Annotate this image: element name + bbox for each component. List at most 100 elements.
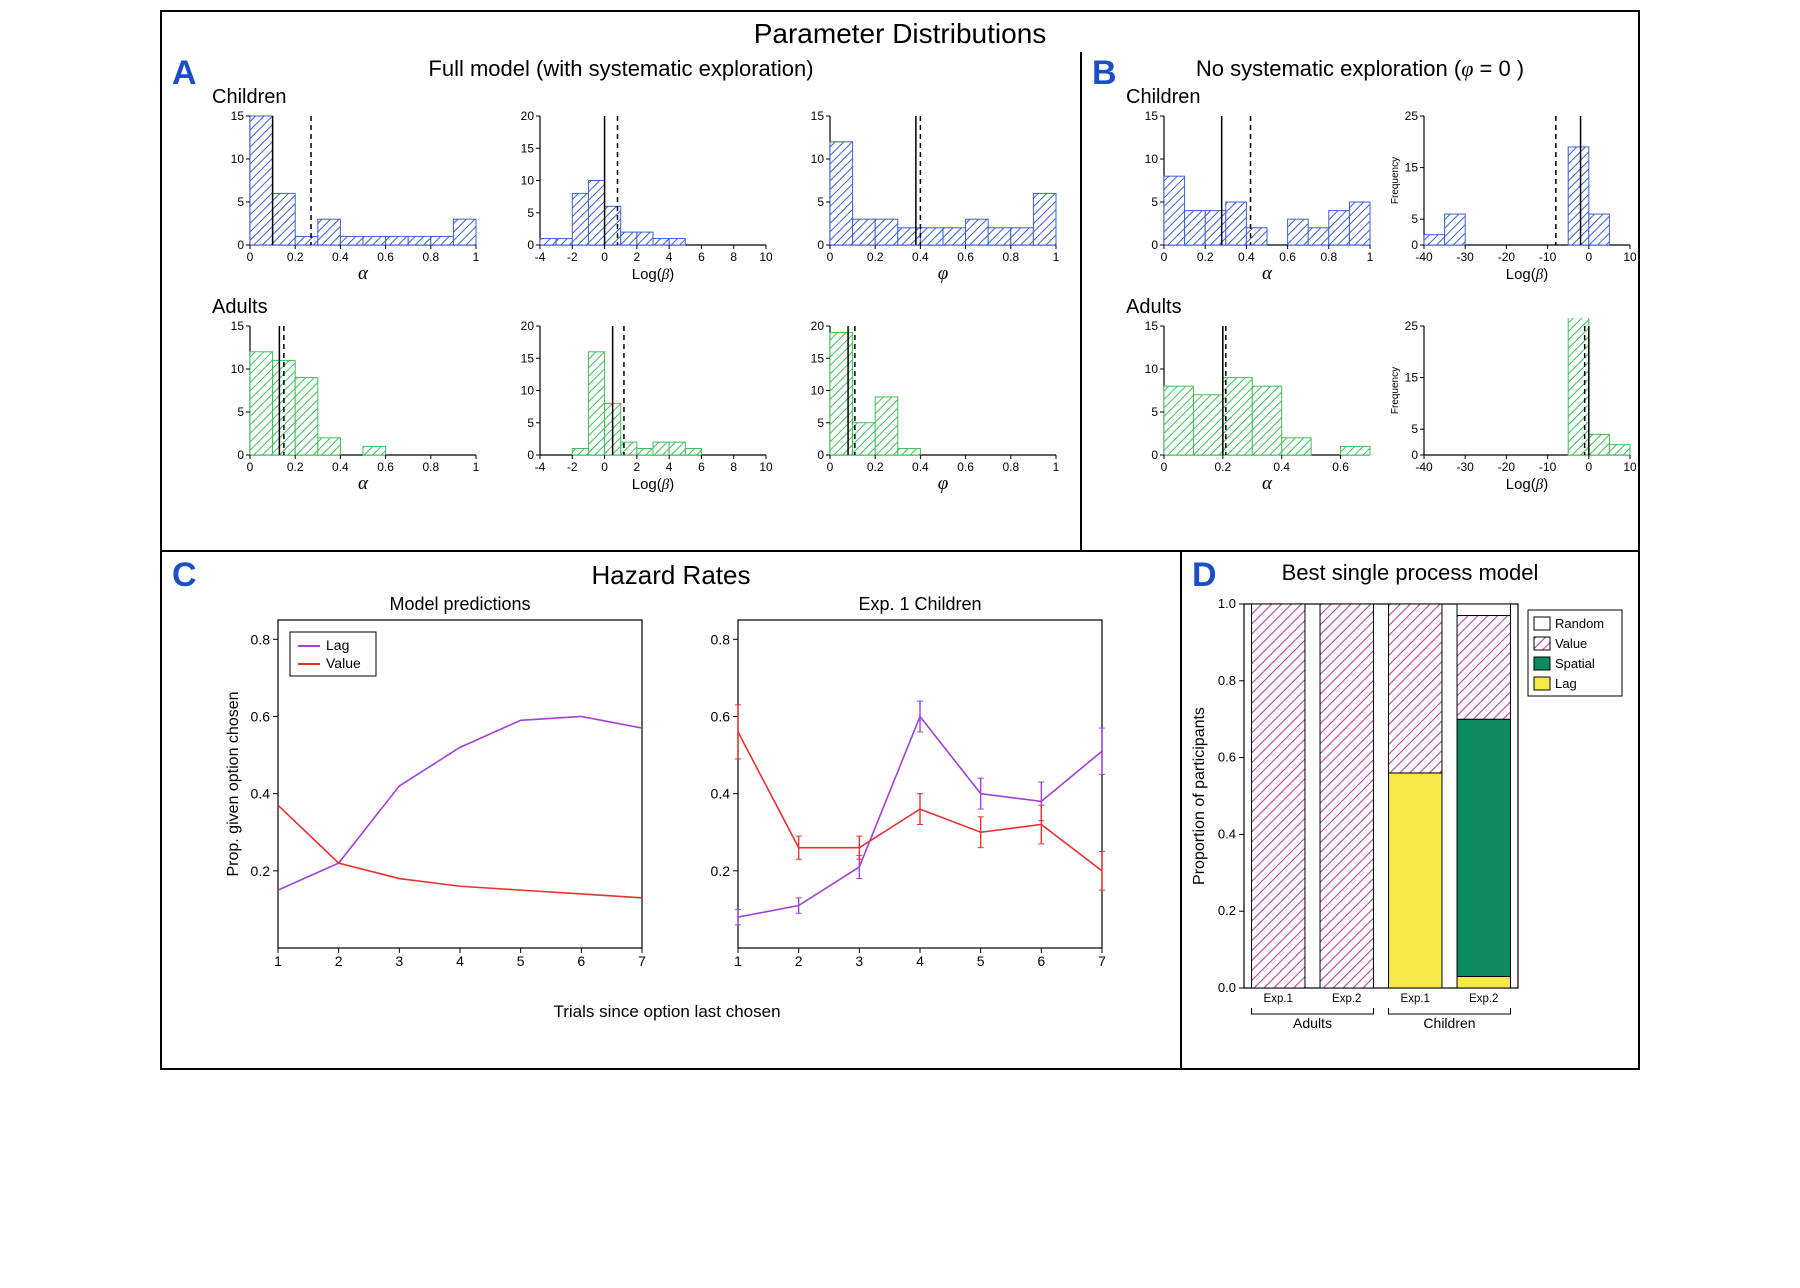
svg-text:1: 1 [1053,250,1060,264]
svg-text:20: 20 [811,319,825,333]
histogram: 00.20.40.60.81051015α [212,318,482,493]
svg-text:0: 0 [1411,448,1418,462]
svg-text:0.2: 0.2 [287,460,304,474]
stacked-bar-chart: 0.00.20.40.60.81.0Proportion of particip… [1188,588,1628,1053]
svg-text:10: 10 [231,362,245,376]
svg-text:-30: -30 [1457,460,1475,474]
svg-text:15: 15 [1145,109,1159,123]
svg-text:8: 8 [730,460,737,474]
svg-text:-20: -20 [1498,460,1516,474]
svg-text:-20: -20 [1498,250,1516,264]
svg-text:0.8: 0.8 [711,631,731,647]
svg-text:0.8: 0.8 [251,631,271,647]
svg-text:-2: -2 [567,460,578,474]
svg-text:15: 15 [231,319,245,333]
svg-text:Exp.1: Exp.1 [1401,993,1430,1005]
svg-text:4: 4 [666,250,673,264]
svg-text:Value: Value [1555,636,1587,651]
panel-d-title: Best single process model [1190,560,1630,586]
top-row: A Full model (with systematic exploratio… [162,52,1638,552]
svg-text:0.4: 0.4 [912,250,929,264]
svg-text:Exp. 1 Children: Exp. 1 Children [858,594,981,614]
svg-text:1: 1 [473,460,480,474]
svg-text:5: 5 [977,953,985,969]
svg-text:Log(β): Log(β) [632,266,675,283]
svg-text:0.2: 0.2 [1197,250,1214,264]
svg-text:10: 10 [1623,460,1636,474]
svg-text:Random: Random [1555,616,1604,631]
svg-text:10: 10 [521,174,535,188]
svg-text:10: 10 [231,152,245,166]
svg-text:Frequency: Frequency [1390,367,1401,414]
svg-text:15: 15 [1405,371,1419,385]
svg-text:10: 10 [759,250,772,264]
svg-text:5: 5 [817,195,824,209]
panel-b-title: No systematic exploration (φ = 0 ) [1090,56,1630,82]
svg-text:1: 1 [734,953,742,969]
histogram: -40-30-20-10010051525Log(β)Frequency [1386,318,1636,493]
svg-text:Prop. given option chosen: Prop. given option chosen [225,691,242,876]
panel-d: D Best single process model 0.00.20.40.6… [1182,552,1638,1070]
svg-text:10: 10 [1145,362,1159,376]
svg-text:0: 0 [1161,460,1168,474]
histogram: 00.20.40.60.81051015φ [792,108,1062,283]
panel-c-label: C [172,556,197,595]
svg-text:0.2: 0.2 [1215,460,1232,474]
svg-text:1.0: 1.0 [1218,596,1236,611]
svg-text:0: 0 [237,238,244,252]
svg-text:Lag: Lag [1555,676,1577,691]
hazard-model-chart: 12345670.20.40.60.8Model predictionsLagV… [222,592,652,997]
svg-text:5: 5 [237,405,244,419]
svg-text:0.2: 0.2 [711,863,731,879]
svg-text:Frequency: Frequency [1390,157,1401,204]
svg-text:7: 7 [638,953,646,969]
svg-text:0.4: 0.4 [332,250,349,264]
svg-text:4: 4 [456,953,464,969]
group-label-adults: Adults [1126,296,1182,319]
svg-text:Children: Children [1423,1015,1475,1031]
panel-b-label: B [1092,54,1117,93]
main-title: Parameter Distributions [162,12,1638,52]
svg-text:2: 2 [634,460,641,474]
svg-text:0.8: 0.8 [1002,250,1019,264]
svg-text:Log(β): Log(β) [1506,266,1549,283]
svg-text:6: 6 [698,250,705,264]
svg-text:0.4: 0.4 [1273,460,1290,474]
svg-text:15: 15 [811,351,825,365]
svg-text:6: 6 [1037,953,1045,969]
panel-b: B No systematic exploration (φ = 0 ) Chi… [1082,52,1638,550]
group-label-adults: Adults [212,296,268,319]
svg-text:0.6: 0.6 [251,708,271,724]
svg-text:5: 5 [517,953,525,969]
svg-text:6: 6 [577,953,585,969]
svg-text:0.6: 0.6 [377,460,394,474]
svg-text:1: 1 [274,953,282,969]
svg-text:α: α [358,473,369,493]
svg-text:2: 2 [795,953,803,969]
svg-text:φ: φ [938,473,949,493]
svg-text:0.6: 0.6 [1332,460,1349,474]
svg-text:1: 1 [473,250,480,264]
svg-text:4: 4 [666,460,673,474]
svg-text:10: 10 [811,152,825,166]
svg-text:15: 15 [231,109,245,123]
svg-text:0.4: 0.4 [912,460,929,474]
svg-text:15: 15 [521,351,535,365]
svg-text:10: 10 [811,384,825,398]
svg-text:0: 0 [817,238,824,252]
svg-text:0.0: 0.0 [1218,980,1236,995]
panel-a-label: A [172,54,197,93]
group-label-children: Children [1126,86,1200,109]
histogram: -4-2024681005101520Log(β) [502,108,772,283]
svg-text:2: 2 [335,953,343,969]
svg-text:Log(β): Log(β) [632,476,675,493]
svg-text:0.8: 0.8 [422,250,439,264]
svg-text:7: 7 [1098,953,1106,969]
svg-text:5: 5 [237,195,244,209]
svg-text:0.8: 0.8 [1320,250,1337,264]
svg-text:6: 6 [698,460,705,474]
svg-text:Adults: Adults [1293,1015,1332,1031]
svg-text:-10: -10 [1539,460,1557,474]
histogram: -4-2024681005101520Log(β) [502,318,772,493]
svg-text:10: 10 [759,460,772,474]
